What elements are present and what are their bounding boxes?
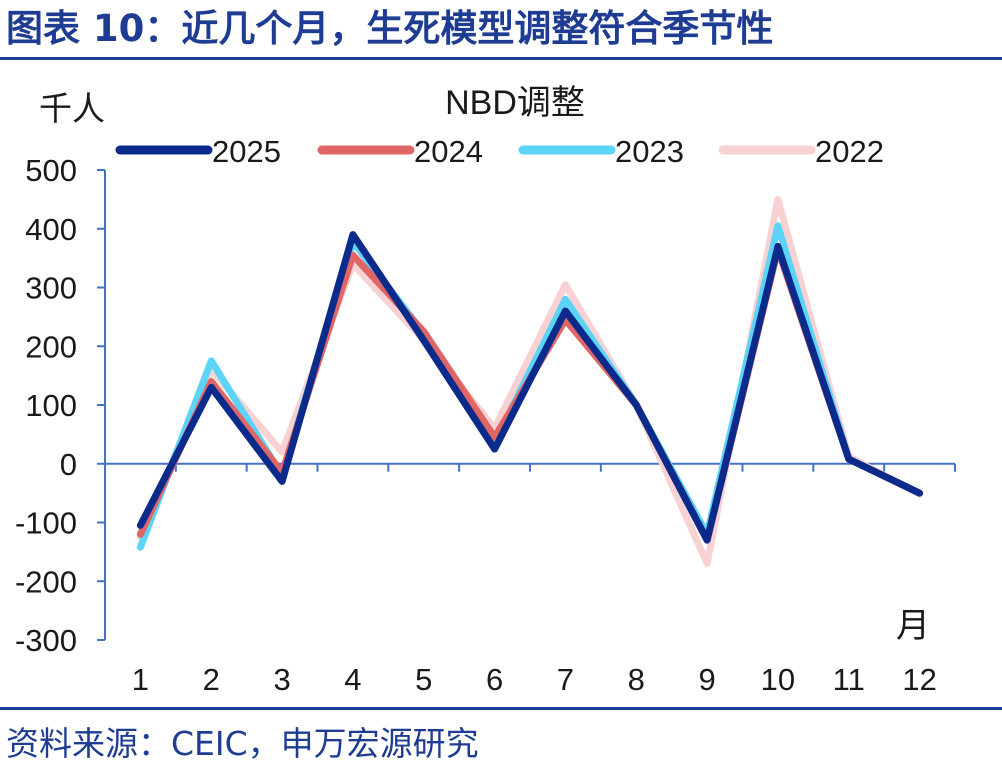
y-tick-label: -300: [15, 623, 77, 658]
page-title: 图表 10：近几个月，生死模型调整符合季节性: [6, 7, 774, 50]
y-tick-label: 400: [25, 212, 77, 247]
footer-divider: [0, 707, 1002, 710]
y-tick-label: 100: [25, 388, 77, 423]
x-tick-label: 7: [557, 662, 574, 697]
y-tick-label: -100: [15, 506, 77, 541]
x-tick-label: 11: [833, 662, 865, 697]
y-tick-label: 0: [60, 447, 77, 482]
y-tick-label: -200: [15, 564, 77, 599]
y-tick-label: 200: [25, 329, 77, 364]
title-divider: [0, 57, 1002, 60]
nbd-adjustment-chart: NBD调整 千人 月 2025 2024 2023 2022 500 400 300 200…: [15, 84, 956, 697]
legend-label-2022: 2022: [815, 134, 884, 169]
x-tick-label: 12: [902, 662, 936, 697]
chart-series: [136, 195, 924, 568]
x-axis-unit-label: 月: [896, 607, 930, 645]
x-tick-label: 4: [344, 662, 361, 697]
x-tick-label: 9: [698, 662, 715, 697]
chart-title: NBD调整: [445, 84, 585, 122]
x-tick-label: 3: [273, 662, 290, 697]
x-tick-label: 5: [415, 662, 432, 697]
series-line-2025: [136, 231, 924, 544]
y-axis-unit-label: 千人: [39, 90, 105, 127]
series-line-2022: [136, 195, 924, 568]
y-tick-label: 300: [25, 271, 77, 306]
chart-legend: 2025 2024 2023 2022: [115, 134, 884, 169]
source-note: 资料来源：CEIC，申万宏源研究: [6, 724, 479, 763]
legend-label-2024: 2024: [414, 134, 483, 169]
legend-label-2025: 2025: [212, 134, 281, 169]
y-tick-label: 500: [25, 153, 77, 188]
x-tick-label: 2: [203, 662, 220, 697]
x-tick-label: 1: [132, 662, 149, 697]
x-tick-label: 8: [628, 662, 645, 697]
legend-label-2023: 2023: [615, 134, 684, 169]
x-tick-label: 6: [486, 662, 503, 697]
x-tick-label: 10: [761, 662, 795, 697]
